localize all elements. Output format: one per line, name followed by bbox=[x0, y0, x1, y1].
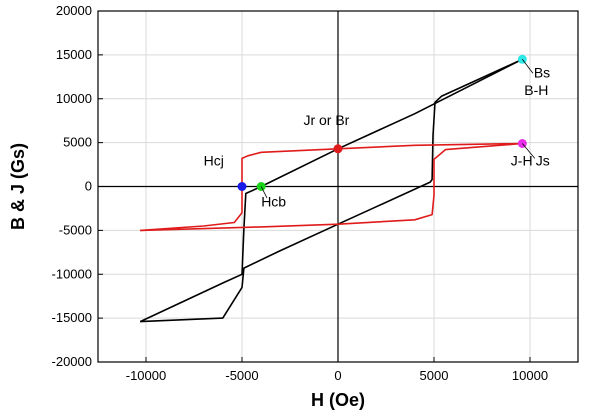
leader-hcb bbox=[260, 186, 268, 199]
annotation-b-h: B-H bbox=[524, 82, 548, 98]
y-tick-label: 20000 bbox=[56, 3, 92, 18]
x-tick-label: 0 bbox=[334, 368, 341, 383]
x-tick-label: -10000 bbox=[126, 368, 166, 383]
series-b-h-upper-branch bbox=[140, 58, 523, 323]
x-tick-label: 10000 bbox=[512, 368, 548, 383]
tick-marks bbox=[98, 10, 531, 363]
annotations: B-H J-H Bs Js Jr or Br Hcj Hcb bbox=[204, 59, 550, 210]
y-tick-label: -5000 bbox=[59, 222, 92, 237]
series-b-h-lower-branch bbox=[139, 58, 523, 323]
y-tick-label: -15000 bbox=[52, 310, 92, 325]
zero-axes bbox=[98, 11, 578, 362]
tick-labels: -10000 -5000 0 5000 10000 -20000 -15000 -10000 -… bbox=[52, 3, 549, 383]
leader-js bbox=[522, 143, 536, 159]
annotation-js: Js bbox=[536, 152, 550, 168]
y-axis-title: B & J (Gs) bbox=[8, 143, 28, 230]
point-hcj bbox=[237, 182, 247, 191]
annotation-j-h: J-H bbox=[511, 152, 533, 168]
series-curves bbox=[139, 58, 523, 323]
annotation-hcb: Hcb bbox=[261, 194, 286, 210]
x-axis-title: H (Oe) bbox=[311, 390, 365, 410]
y-tick-label: -10000 bbox=[52, 266, 92, 281]
annotation-bs: Bs bbox=[534, 65, 550, 81]
x-tick-label: 5000 bbox=[420, 368, 449, 383]
point-jr-or-br bbox=[333, 144, 343, 154]
y-tick-label: 10000 bbox=[56, 91, 92, 106]
series-j-h-upper-branch bbox=[140, 142, 523, 232]
marker-points bbox=[237, 54, 527, 191]
annotation-jr-or-br: Jr or Br bbox=[303, 112, 349, 128]
x-tick-label: -5000 bbox=[225, 368, 258, 383]
y-tick-label: -20000 bbox=[52, 354, 92, 369]
annotation-hcj: Hcj bbox=[204, 152, 224, 168]
series-j-h-lower-branch bbox=[140, 142, 523, 232]
y-tick-label: 0 bbox=[85, 179, 92, 194]
y-tick-label: 15000 bbox=[56, 47, 92, 62]
leader-bs bbox=[522, 59, 534, 74]
y-tick-label: 5000 bbox=[63, 135, 92, 150]
